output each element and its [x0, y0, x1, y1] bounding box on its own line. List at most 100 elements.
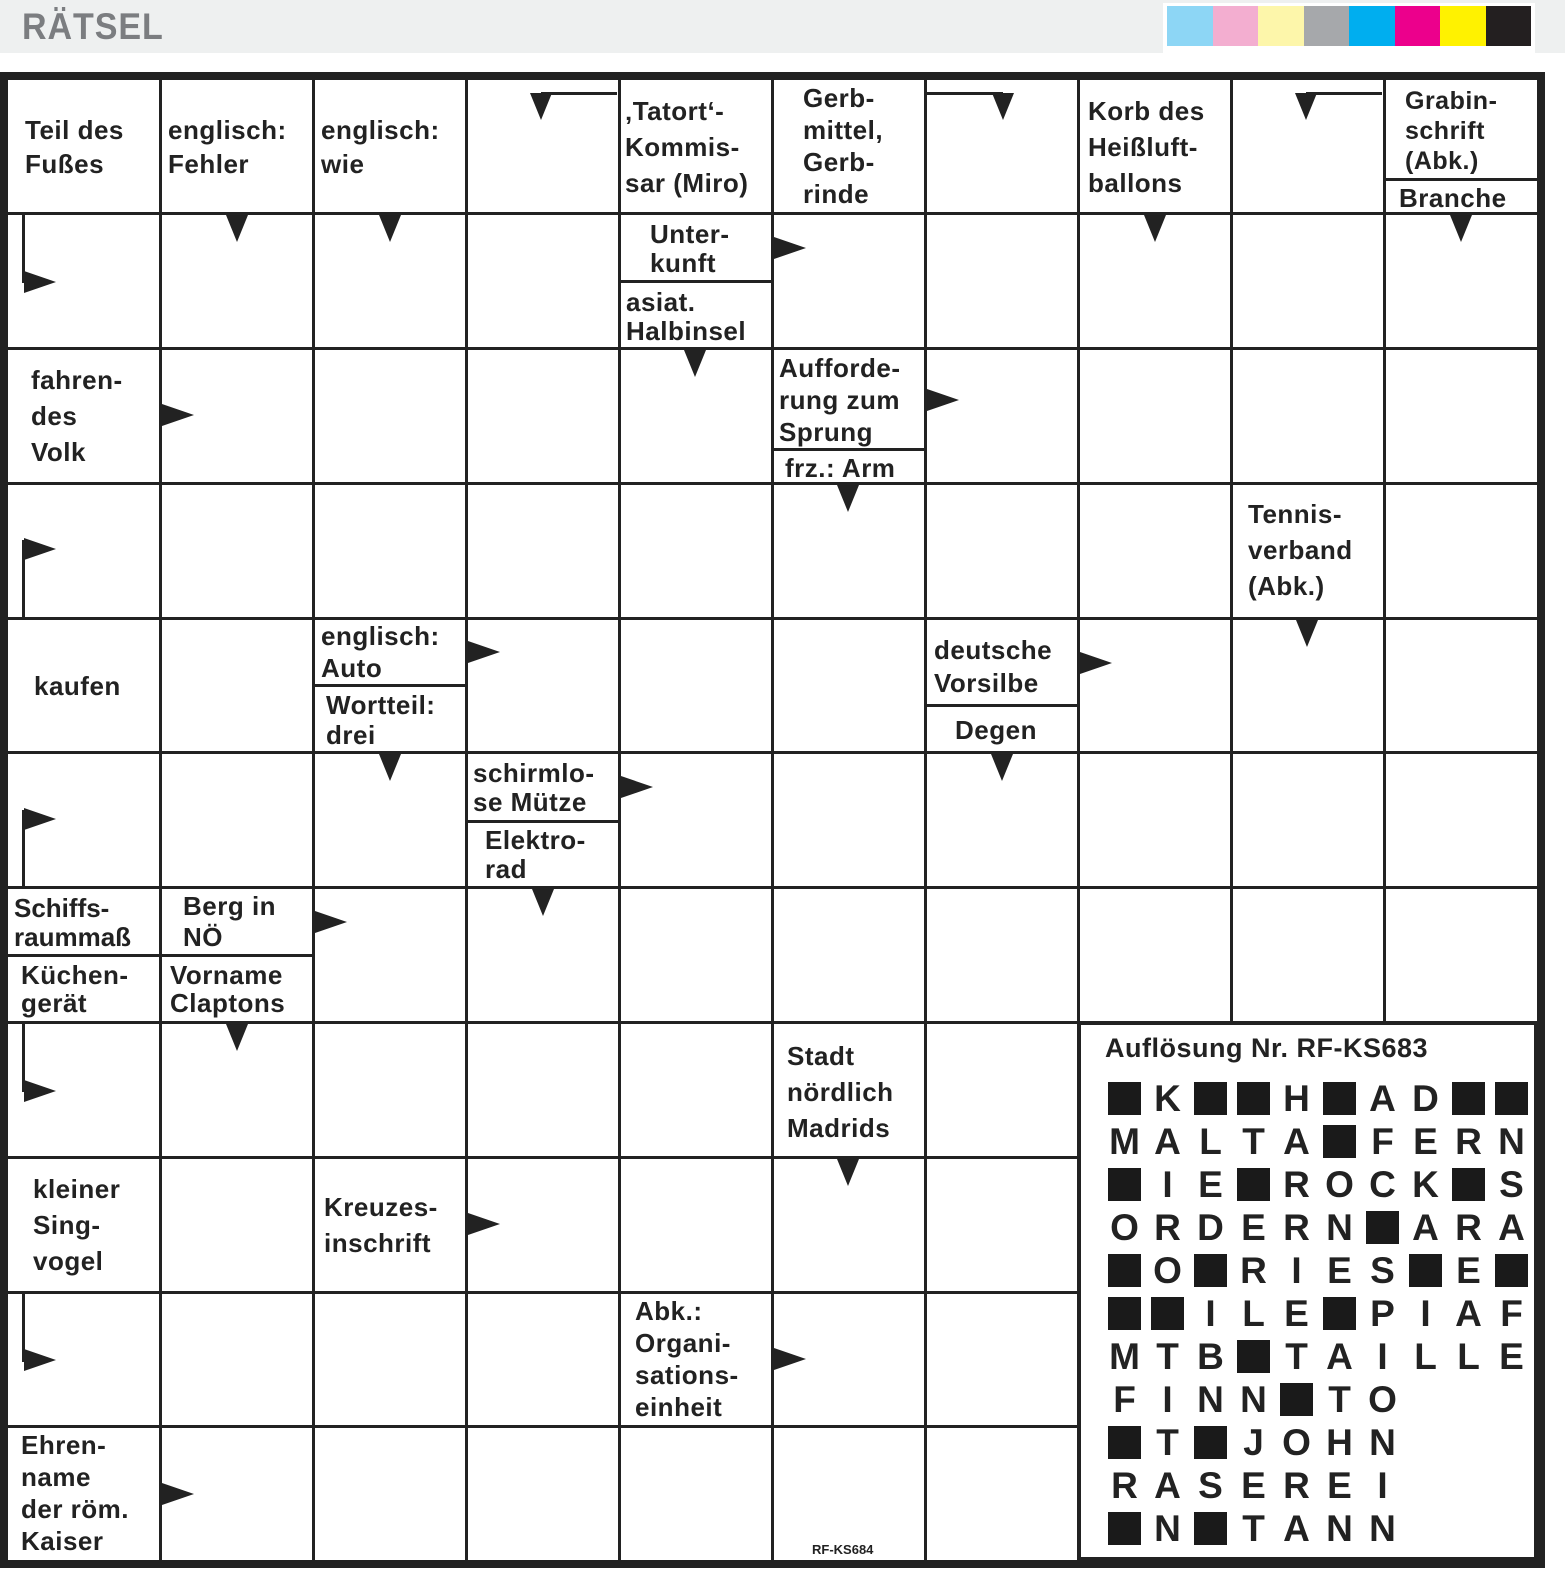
grid-cell[interactable]: [774, 1428, 924, 1560]
grid-cell[interactable]: [162, 754, 312, 886]
grid-cell[interactable]: [1233, 889, 1383, 1021]
grid-cell[interactable]: [468, 1428, 618, 1560]
grid-cell[interactable]: [468, 215, 618, 347]
grid-cell[interactable]: [1080, 889, 1230, 1021]
grid-cell[interactable]: [1233, 754, 1383, 886]
arrow-line: [1306, 92, 1382, 95]
grid-cell[interactable]: [621, 80, 771, 212]
grid-cell[interactable]: [621, 889, 771, 1021]
grid-cell[interactable]: [1080, 80, 1230, 212]
grid-cell[interactable]: [315, 80, 465, 212]
clue-vorname-claptons: Vorname Claptons: [170, 960, 286, 1018]
grid-cell[interactable]: [774, 889, 924, 1021]
grid-cell[interactable]: [1233, 215, 1383, 347]
grid-cell[interactable]: [621, 485, 771, 617]
grid-cell[interactable]: [621, 620, 771, 751]
grid-cell[interactable]: [774, 620, 924, 751]
grid-cell[interactable]: [927, 889, 1077, 1021]
divider: [466, 820, 619, 823]
grid-cell[interactable]: [8, 620, 159, 751]
grid-cell[interactable]: [8, 1428, 159, 1560]
grid-cell[interactable]: [927, 485, 1077, 617]
grid-cell[interactable]: [621, 1024, 771, 1156]
grid-cell[interactable]: [621, 1428, 771, 1560]
grid-cell[interactable]: [468, 350, 618, 482]
grid-cell[interactable]: [927, 620, 1077, 751]
grid-cell[interactable]: [1080, 485, 1230, 617]
grid-cell[interactable]: [315, 889, 465, 1021]
grid-cell[interactable]: [927, 215, 1077, 347]
grid-cell[interactable]: [315, 1294, 465, 1425]
grid-cell[interactable]: [8, 80, 159, 212]
grid-cell[interactable]: [468, 1294, 618, 1425]
solution-letter: N: [1369, 1421, 1396, 1463]
solution-letter: A: [1455, 1292, 1482, 1334]
grid-cell[interactable]: [1386, 80, 1537, 212]
grid-cell[interactable]: [162, 1159, 312, 1291]
grid-cell[interactable]: [315, 485, 465, 617]
grid-cell[interactable]: [468, 620, 618, 751]
solution-letter: T: [1156, 1335, 1179, 1377]
grid-cell[interactable]: [774, 754, 924, 886]
solution-letter: I: [1162, 1378, 1173, 1420]
color-swatch: [1303, 6, 1349, 46]
grid-cell[interactable]: [774, 350, 924, 482]
grid-cell[interactable]: [774, 1024, 924, 1156]
solution-letter: I: [1291, 1249, 1302, 1291]
grid-cell[interactable]: [468, 1024, 618, 1156]
solution-letter: O: [1153, 1249, 1182, 1291]
grid-cell[interactable]: [774, 80, 924, 212]
grid-cell[interactable]: [774, 215, 924, 347]
grid-cell[interactable]: [468, 485, 618, 617]
arrow-line: [541, 92, 617, 95]
solution-letter: S: [1198, 1464, 1223, 1506]
clue-ehrenname-kaiser: Ehren- name der röm. Kaiser: [21, 1430, 130, 1556]
grid-cell[interactable]: [1386, 889, 1537, 1021]
grid-cell[interactable]: [315, 1024, 465, 1156]
grid-cell[interactable]: [162, 485, 312, 617]
grid-cell[interactable]: [162, 620, 312, 751]
grid-cell[interactable]: [621, 1159, 771, 1291]
solution-letter: E: [1198, 1163, 1223, 1205]
solution-letter: L: [1242, 1292, 1265, 1334]
grid-cell[interactable]: [8, 1159, 159, 1291]
puzzle-code: RF-KS684: [812, 1542, 874, 1557]
arrow-down-icon: [532, 889, 554, 916]
solution-letter: E: [1499, 1335, 1524, 1377]
grid-cell[interactable]: [1080, 754, 1230, 886]
clue-tatort-kommissar: ‚Tatort‘- Kommis- sar (Miro): [625, 96, 749, 198]
grid-cell[interactable]: [1233, 350, 1383, 482]
grid-cell[interactable]: [1386, 754, 1537, 886]
grid-cell[interactable]: [927, 350, 1077, 482]
solution-letter: F: [1371, 1120, 1394, 1162]
grid-cell[interactable]: [162, 1294, 312, 1425]
grid-cell[interactable]: [1080, 620, 1230, 751]
solution-letter: O: [1325, 1163, 1354, 1205]
grid-cell[interactable]: [621, 754, 771, 886]
divider: [8, 954, 313, 957]
grid-cell[interactable]: [315, 1159, 465, 1291]
grid-cell[interactable]: [315, 1428, 465, 1560]
grid-cell[interactable]: [621, 1294, 771, 1425]
grid-cell[interactable]: [1233, 485, 1383, 617]
grid-cell[interactable]: [927, 1294, 1077, 1425]
grid-cell[interactable]: [927, 1024, 1077, 1156]
grid-cell[interactable]: [8, 350, 159, 482]
arrow-down-icon: [226, 215, 248, 242]
grid-cell[interactable]: [927, 1428, 1077, 1560]
grid-cell[interactable]: [315, 350, 465, 482]
clue-englisch-fehler: englisch: Fehler: [168, 115, 287, 179]
grid-cell[interactable]: [162, 80, 312, 212]
grid-cell[interactable]: [927, 1159, 1077, 1291]
grid-cell[interactable]: [1386, 350, 1537, 482]
black-square: [1103, 1421, 1146, 1464]
solution-letter: A: [1154, 1120, 1181, 1162]
grid-cell[interactable]: [1386, 485, 1537, 617]
grid-cell[interactable]: [1386, 620, 1537, 751]
solution-letter: E: [1456, 1249, 1481, 1291]
grid-cell[interactable]: [1080, 350, 1230, 482]
clue-tennisverband: Tennis- verband (Abk.): [1248, 499, 1353, 601]
